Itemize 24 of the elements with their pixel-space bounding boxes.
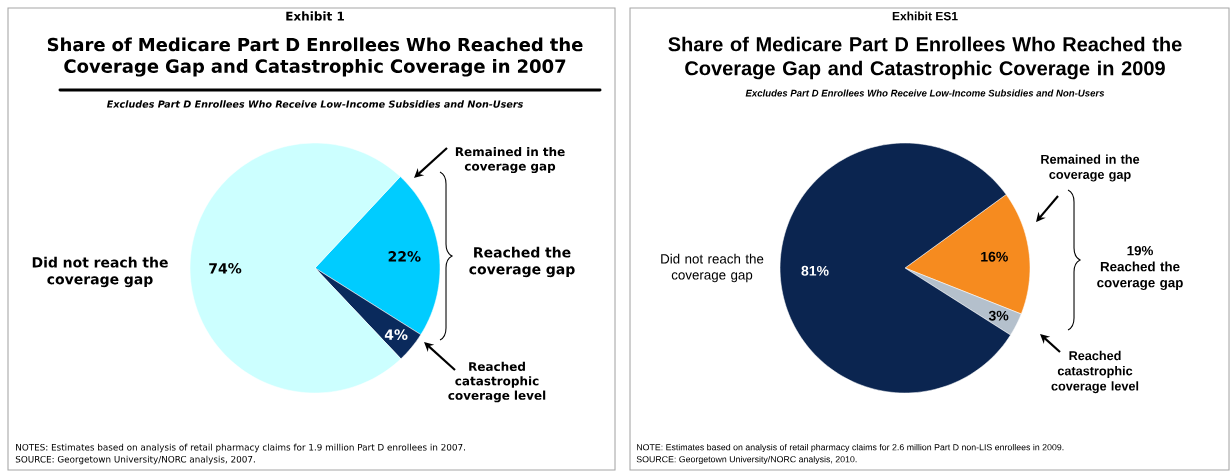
slice-label: Reached catastrophic coverage level (448, 361, 546, 403)
chart-title: Share of Medicare Part D Enrollees Who Reached the Coverage Gap and Catastrophic Coverage in 2009 (668, 36, 1182, 80)
chart-subtitle: Excludes Part D Enrollees Who Receive Low-Income Subsidies and Non-Users (745, 89, 1105, 97)
slice-label: Did not reach the coverage gap (32, 256, 168, 288)
slice-label: Remained in the coverage gap (455, 146, 565, 174)
data-label: 22% (388, 251, 421, 262)
text: Reached the coverage gap (469, 246, 575, 278)
slice-label: Reached catastrophic coverage level (1051, 350, 1139, 394)
source-note: SOURCE: Georgetown University/NORC analysis, 2010. (636, 455, 857, 465)
text: Exhibit 1 (286, 11, 344, 21)
chart-subtitle: Excludes Part D Enrollees Who Receive Low-Income Subsidies and Non-Users (106, 100, 523, 108)
slice-label: Remained in the coverage gap (1041, 154, 1140, 182)
data-label: 4% (384, 329, 408, 340)
chart-title: Share of Medicare Part D Enrollees Who Reached the Coverage Gap and Catastrophic Coverage in 2007 (47, 37, 583, 77)
text: Exhibit ES1 (892, 11, 958, 21)
source-note: SOURCE: Georgetown University/NORC analysis, 2007. (15, 455, 255, 465)
text: NOTE: Estimates based on analysis of retail pharmacy claims for 2.6 million Part D non-LIS enrollees in 2009. (637, 443, 1064, 453)
data-label: 81% (801, 265, 829, 276)
text: 19% Reached the coverage gap (1097, 245, 1183, 291)
data-label: 74% (209, 263, 242, 274)
data-label: 16% (981, 251, 1008, 262)
slice-label: Did not reach the coverage gap (661, 253, 764, 283)
data-label: 3% (988, 310, 1009, 321)
text: NOTES: Estimates based on analysis of retail pharmacy claims for 1.9 million Part D enrollees in 2007. (16, 443, 465, 453)
